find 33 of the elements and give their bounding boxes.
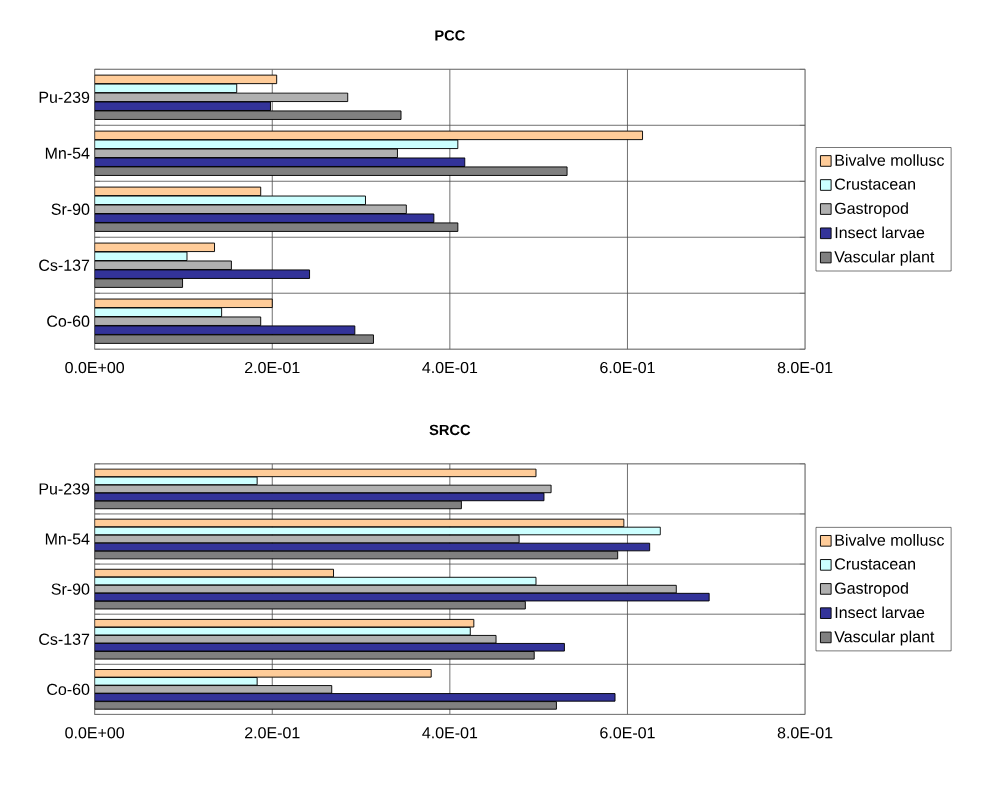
legend-label: Vascular plant [834,630,935,646]
y-tick-label: Sr-90 [51,583,90,595]
legend-label: Crustacean [835,558,915,570]
y-tick-label: Pu-239 [39,91,90,103]
x-tick-label: 8.0E-01 [777,361,833,374]
x-tick-label: 8.0E-01 [777,727,833,739]
y-tick-label: Cs-137 [39,259,90,271]
legend-label: Bivalve mollusc [835,534,945,546]
legend-label: Gastropod [835,582,908,597]
bar [94,701,557,710]
chart-title: PCC [435,30,465,41]
x-tick-label: 0.0E+00 [65,727,125,739]
y-tick-label: Sr-90 [51,203,90,215]
legend-label: Insect larvae [835,226,925,239]
chart-title: SRCC [429,424,471,436]
y-tick-label: Cs-137 [39,633,90,645]
y-tick-label: Co-60 [47,683,90,695]
legend-label: Gastropod [835,202,908,218]
y-tick-label: Co-60 [47,315,90,327]
y-tick-label: Mn-54 [45,147,90,159]
x-tick-label: 6.0E-01 [600,727,655,739]
y-tick-label: Mn-54 [45,533,90,545]
legend-label: Bivalve mollusc [835,154,945,166]
x-tick-label: 4.0E-01 [422,727,478,739]
legend-label: Insect larvae [835,606,925,619]
x-tick-label: 2.0E-01 [245,727,300,739]
x-tick-label: 0.0E+00 [65,361,125,374]
legend-label: Vascular plant [834,250,935,266]
legend-label: Crustacean [835,178,915,190]
x-tick-label: 4.0E-01 [422,361,478,374]
x-tick-label: 6.0E-01 [600,361,655,374]
x-tick-label: 2.0E-01 [245,361,300,374]
y-tick-label: Pu-239 [39,483,90,495]
